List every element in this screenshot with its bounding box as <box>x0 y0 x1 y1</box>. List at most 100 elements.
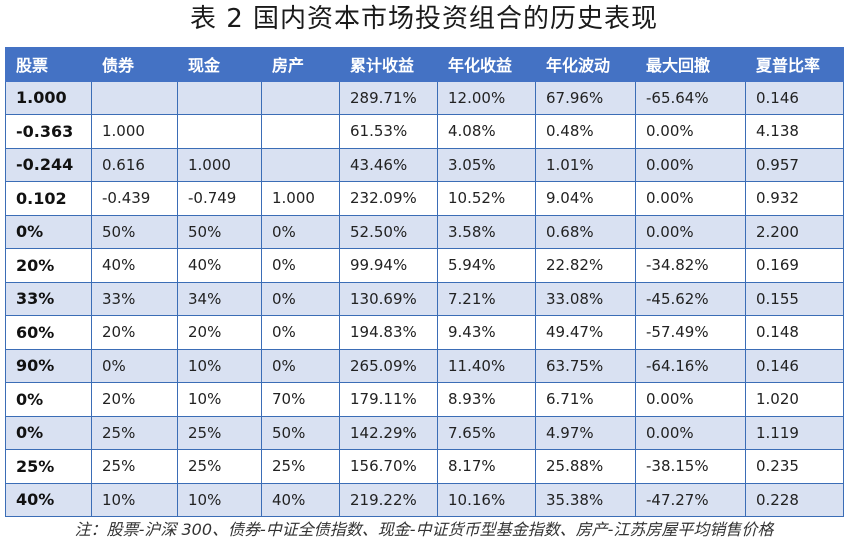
header-property: 房产 <box>261 47 340 82</box>
table-cell: 8.17% <box>437 449 536 484</box>
table-cell: 0% <box>91 348 178 383</box>
table-cell: 90% <box>5 348 92 383</box>
table-cell: 10% <box>177 348 262 383</box>
table-cell: 0.235 <box>745 449 844 484</box>
header-stock: 股票 <box>5 47 92 82</box>
table-cell: 0.228 <box>745 482 844 517</box>
table-cell <box>177 114 262 149</box>
header-annual-volatility: 年化波动 <box>535 47 636 82</box>
table-cell: 4.08% <box>437 114 536 149</box>
table-cell: -45.62% <box>635 281 746 316</box>
table-cell: 0.169 <box>745 248 844 283</box>
table-cell: 7.65% <box>437 415 536 450</box>
table-cell: 0.00% <box>635 181 746 216</box>
table-cell: 9.04% <box>535 181 636 216</box>
table-cell: 0.102 <box>5 181 92 216</box>
table-cell: 0.155 <box>745 281 844 316</box>
portfolio-performance-table: 股票 债券 现金 房产 累计收益 年化收益 年化波动 最大回撤 夏普比率 1.0… <box>5 47 844 517</box>
table-row: 40% 10% 10% 40% 219.22% 10.16% 35.38% -47.27% 0.… <box>5 482 844 517</box>
table-cell: 67.96% <box>535 80 636 115</box>
table-cell: 6.71% <box>535 382 636 417</box>
table-cell: 1.000 <box>91 114 178 149</box>
table-cell: 4.138 <box>745 114 844 149</box>
table-cell: 50% <box>261 415 340 450</box>
table-cell: 10.52% <box>437 181 536 216</box>
table-cell: 33% <box>91 281 178 316</box>
table-cell: 25% <box>91 415 178 450</box>
header-sharpe-ratio: 夏普比率 <box>745 47 844 82</box>
table-cell: 60% <box>5 315 92 350</box>
table-cell: 25% <box>177 415 262 450</box>
table-cell: 99.94% <box>339 248 438 283</box>
table-cell: 0.00% <box>635 415 746 450</box>
table-cell: 25% <box>91 449 178 484</box>
table-cell: 0% <box>261 214 340 249</box>
table-cell: 3.58% <box>437 214 536 249</box>
table-cell: -34.82% <box>635 248 746 283</box>
table-cell: 142.29% <box>339 415 438 450</box>
table-cell: 0% <box>261 248 340 283</box>
table-cell: 194.83% <box>339 315 438 350</box>
table-cell: 70% <box>261 382 340 417</box>
table-cell: 7.21% <box>437 281 536 316</box>
table-cell: 20% <box>91 315 178 350</box>
table-cell: 9.43% <box>437 315 536 350</box>
table-row: -0.363 1.000 61.53% 4.08% 0.48% 0.00% 4.138 <box>5 114 844 149</box>
table-cell: 20% <box>91 382 178 417</box>
table-cell: 11.40% <box>437 348 536 383</box>
table-row: 33% 33% 34% 0% 130.69% 7.21% 33.08% -45.62% 0.15… <box>5 281 844 316</box>
table-cell: 25% <box>261 449 340 484</box>
table-cell <box>261 80 340 115</box>
table-cell: 0.00% <box>635 114 746 149</box>
table-cell: 1.000 <box>177 147 262 182</box>
table-cell: 10% <box>91 482 178 517</box>
footnote: 注：股票-沪深 300、债券-中证全债指数、现金-中证货币型基金指数、房产-江苏… <box>74 520 774 539</box>
table-cell: 0.146 <box>745 80 844 115</box>
header-cash: 现金 <box>177 47 262 82</box>
table-cell: 1.01% <box>535 147 636 182</box>
table-row: 0.102 -0.439 -0.749 1.000 232.09% 10.52% 9.04%… <box>5 181 844 216</box>
table-cell: 0.957 <box>745 147 844 182</box>
table-title: 表 2 国内资本市场投资组合的历史表现 <box>189 4 659 34</box>
table-cell: 0% <box>261 348 340 383</box>
table-cell: -0.439 <box>91 181 178 216</box>
table-cell: 289.71% <box>339 80 438 115</box>
table-cell: 43.46% <box>339 147 438 182</box>
table-cell: 61.53% <box>339 114 438 149</box>
table-row: 90% 0% 10% 0% 265.09% 11.40% 63.75% -64.16% 0.14… <box>5 348 844 383</box>
table-row: -0.244 0.616 1.000 43.46% 3.05% 1.01% 0.00% 0.9… <box>5 147 844 182</box>
table-cell: 34% <box>177 281 262 316</box>
table-cell: 12.00% <box>437 80 536 115</box>
table-cell: 0% <box>261 315 340 350</box>
table-cell: -0.244 <box>5 147 92 182</box>
table-cell: 35.38% <box>535 482 636 517</box>
table-cell: 20% <box>177 315 262 350</box>
table-cell: 40% <box>261 482 340 517</box>
header-row: 股票 债券 现金 房产 累计收益 年化收益 年化波动 最大回撤 夏普比率 <box>5 47 844 82</box>
table-cell <box>261 114 340 149</box>
table-cell: 52.50% <box>339 214 438 249</box>
table-cell: -64.16% <box>635 348 746 383</box>
table-cell: 49.47% <box>535 315 636 350</box>
table-cell: 1.020 <box>745 382 844 417</box>
table-row: 20% 40% 40% 0% 99.94% 5.94% 22.82% -34.82% 0.169 <box>5 248 844 283</box>
table-cell: 179.11% <box>339 382 438 417</box>
table-cell: 0.00% <box>635 214 746 249</box>
table-cell: 25.88% <box>535 449 636 484</box>
table-cell: 25% <box>5 449 92 484</box>
table-cell: 219.22% <box>339 482 438 517</box>
table-cell: 2.200 <box>745 214 844 249</box>
header-annual-return: 年化收益 <box>437 47 536 82</box>
header-bond: 债券 <box>91 47 178 82</box>
table-cell: 0% <box>5 382 92 417</box>
table-row: 0% 50% 50% 0% 52.50% 3.58% 0.68% 0.00% 2.200 <box>5 214 844 249</box>
table-cell: 4.97% <box>535 415 636 450</box>
table-cell: 10% <box>177 382 262 417</box>
table-cell: 1.000 <box>5 80 92 115</box>
table-row: 0% 25% 25% 50% 142.29% 7.65% 4.97% 0.00% 1.119 <box>5 415 844 450</box>
table-cell <box>261 147 340 182</box>
table-cell: 156.70% <box>339 449 438 484</box>
table-row: 1.000 289.71% 12.00% 67.96% -65.64% 0.146 <box>5 80 844 115</box>
table-cell: 0.00% <box>635 382 746 417</box>
table-cell: -0.749 <box>177 181 262 216</box>
